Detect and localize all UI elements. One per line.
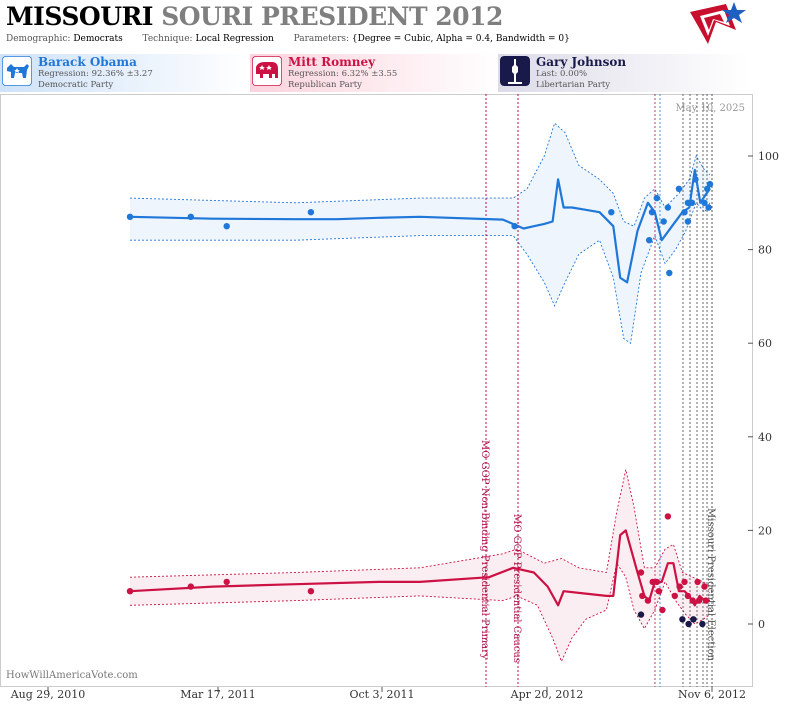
poll-point (664, 513, 672, 520)
poll-point (653, 578, 660, 586)
poll-point (187, 213, 194, 220)
event-label: Missouri Presidential Election (705, 508, 716, 662)
candidate-stat: Regression: 92.36% ±3.27 (38, 69, 153, 79)
technique-value: Local Regression (195, 34, 274, 44)
title-state: MISSOURI (6, 2, 153, 31)
candidate-bar: Barack Obama Regression: 92.36% ±3.27 De… (0, 54, 789, 94)
y-tick-label: 100 (758, 150, 779, 163)
candidate-card-obama[interactable]: Barack Obama Regression: 92.36% ±3.27 De… (0, 54, 250, 92)
candidate-party: Democratic Party (38, 80, 114, 90)
candidate-name: Mitt Romney (288, 55, 376, 69)
poll-point (660, 218, 667, 225)
technique-label: Technique: (142, 34, 193, 44)
poll-point (671, 592, 678, 600)
poll-point (126, 213, 134, 220)
y-tick-label: 60 (758, 337, 772, 350)
candidate-party: Republican Party (288, 80, 362, 90)
y-tick-label: 40 (758, 431, 772, 444)
poll-point (644, 597, 652, 604)
poll-point (223, 578, 230, 586)
poll-point (637, 611, 645, 618)
poll-point (681, 578, 688, 586)
poll-point (694, 578, 701, 586)
poll-point (223, 223, 230, 230)
poll-point (637, 569, 645, 576)
x-tick-label: Oct 3, 2011 (349, 688, 414, 701)
poll-point (639, 592, 646, 600)
candidate-name: Barack Obama (38, 55, 137, 69)
demographic-value: Democrats (73, 34, 123, 44)
date-stamp: May 10, 2025 (675, 103, 745, 114)
y-tick-label: 0 (758, 618, 765, 631)
candidate-stat: Last: 0.00% (536, 69, 588, 79)
event-label: MO GOP Presidential Caucus (511, 514, 522, 663)
parameters-label: Parameters: (293, 34, 350, 44)
poll-point (684, 592, 692, 600)
poll-point (646, 237, 653, 244)
title-rest: SOURI PRESIDENT 2012 (161, 2, 503, 31)
poll-point (511, 223, 518, 230)
poll-point (705, 204, 712, 211)
poll-point (187, 583, 194, 590)
poll-point (685, 620, 692, 628)
candidate-card-romney[interactable]: Mitt Romney Regression: 6.32% ±3.55 Repu… (250, 54, 500, 92)
poll-point (695, 597, 703, 604)
poll-chart: MO GOP Non-Binding Presidential Primary M… (0, 94, 779, 701)
candidate-party: Libertarian Party (536, 80, 611, 90)
poll-point (692, 176, 699, 183)
confidence-band (130, 123, 710, 344)
x-tick-label: Apr 20, 2012 (510, 688, 584, 701)
poll-point (699, 620, 706, 628)
poll-point (653, 194, 660, 202)
poll-point (659, 606, 666, 614)
poll-point (688, 199, 696, 206)
poll-point (608, 209, 615, 216)
confidence-band (130, 469, 710, 662)
poll-point (684, 218, 692, 225)
poll-point (702, 597, 710, 604)
poll-point (701, 583, 708, 590)
poll-point (676, 583, 683, 590)
poll-point (307, 588, 315, 595)
y-tick-label: 80 (758, 244, 772, 257)
parameters-value: {Degree = Cubic, Alpha = 0.4, Bandwidth … (351, 34, 570, 44)
donkey-icon (2, 56, 32, 86)
poll-point (690, 616, 697, 623)
band-lower-line (129, 562, 711, 663)
plot-frame (0, 94, 753, 687)
candidate-stat: Regression: 6.32% ±3.55 (288, 69, 398, 79)
poll-point (704, 185, 711, 192)
trend-line (129, 529, 710, 607)
page-title: MISSOURI SOURI PRESIDENT 2012 (6, 2, 503, 31)
poll-point (648, 209, 656, 216)
x-tick-label: Aug 29, 2010 (10, 688, 86, 701)
y-tick-label: 20 (758, 524, 772, 537)
poll-point (706, 180, 714, 188)
watermark: HowWillAmericaVote.com (6, 670, 138, 681)
elephant-icon (252, 56, 282, 86)
poll-point (681, 209, 688, 216)
poll-point (675, 185, 683, 192)
liberty-icon (500, 56, 530, 86)
poll-point (679, 616, 686, 623)
band-lower-line (130, 201, 711, 344)
poll-point (664, 204, 672, 211)
event-label: MO GOP Non-Binding Presidential Primary (479, 440, 490, 660)
poll-point (689, 597, 696, 604)
band-upper-line (129, 469, 711, 587)
x-tick-label: Mar 17, 2011 (180, 688, 256, 701)
poll-point (307, 209, 315, 216)
candidate-name: Gary Johnson (536, 55, 627, 69)
poll-point (126, 588, 134, 595)
demographic-label: Demographic: (6, 34, 71, 44)
parameters-line: Demographic: Democrats Technique: Local … (6, 34, 570, 44)
candidate-card-johnson[interactable]: Gary Johnson Last: 0.00% Libertarian Par… (498, 54, 748, 92)
poll-point (701, 199, 708, 206)
poll-point (666, 269, 673, 277)
x-tick-label: Nov 6, 2012 (678, 688, 746, 701)
poll-point (655, 588, 663, 595)
site-logo-icon (690, 2, 746, 44)
